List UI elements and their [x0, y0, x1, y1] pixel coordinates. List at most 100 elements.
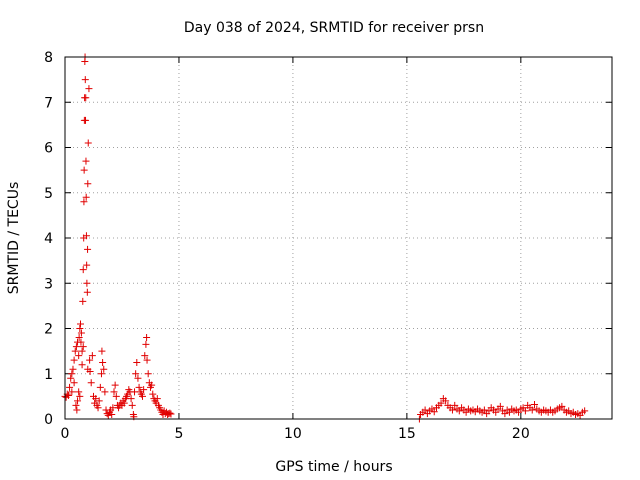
- y-tick-label: 7: [44, 95, 53, 111]
- data-point: [82, 116, 90, 124]
- data-point: [144, 370, 152, 378]
- x-tick-label: 0: [61, 426, 70, 442]
- data-point: [79, 297, 87, 305]
- data-point: [143, 334, 151, 342]
- data-point: [451, 401, 459, 409]
- data-point: [133, 358, 141, 366]
- data-point: [95, 397, 103, 405]
- data-point: [82, 193, 90, 201]
- x-tick-label: 10: [284, 426, 302, 442]
- data-point: [84, 180, 92, 188]
- data-point: [99, 358, 107, 366]
- data-point: [100, 365, 108, 373]
- data-point: [73, 406, 81, 414]
- data-point: [66, 383, 74, 391]
- data-point: [83, 288, 91, 296]
- data-point: [501, 410, 509, 418]
- data-point: [76, 320, 84, 328]
- data-point: [68, 370, 76, 378]
- data-point: [86, 367, 94, 375]
- chart-title: Day 038 of 2024, SRMTID for receiver prs…: [184, 20, 484, 36]
- data-point: [70, 379, 78, 387]
- data-point: [80, 198, 88, 206]
- data-point: [120, 399, 128, 407]
- y-axis-label: SRMTID / TECUs: [6, 182, 22, 295]
- data-point: [70, 356, 78, 364]
- data-point: [79, 266, 87, 274]
- data-point: [82, 157, 90, 165]
- y-tick-label: 1: [44, 367, 53, 383]
- y-tick-labels: 0 1 2 3 4 5 6 7 8: [44, 50, 53, 428]
- data-point: [84, 139, 92, 147]
- data-point: [166, 409, 174, 417]
- data-point: [480, 406, 488, 414]
- y-tick-label: 0: [44, 412, 53, 428]
- data-point: [98, 347, 106, 355]
- data-point: [448, 406, 456, 414]
- data-point: [83, 279, 91, 287]
- data-point: [79, 343, 87, 351]
- data-point: [149, 390, 157, 398]
- data-point: [77, 329, 85, 337]
- plot-frame: [64, 56, 613, 420]
- data-point: [67, 374, 75, 382]
- data-point: [521, 407, 529, 415]
- data-point: [72, 343, 80, 351]
- data-point: [75, 334, 83, 342]
- data-point: [88, 352, 96, 360]
- data-point: [75, 352, 83, 360]
- data-point: [87, 379, 95, 387]
- data-point: [74, 397, 82, 405]
- data-point: [140, 386, 148, 394]
- data-point: [430, 408, 438, 416]
- data-point: [78, 361, 86, 369]
- data-point: [167, 410, 175, 418]
- y-tick-label: 3: [44, 276, 53, 292]
- data-point: [82, 232, 90, 240]
- data-point: [134, 374, 142, 382]
- data-point: [81, 76, 89, 84]
- data-point: [135, 383, 143, 391]
- data-point: [138, 392, 146, 400]
- data-point: [127, 395, 135, 403]
- data-point: [528, 406, 536, 414]
- data-point: [437, 399, 445, 407]
- data-point: [143, 356, 151, 364]
- data-point: [71, 347, 79, 355]
- data-point: [80, 166, 88, 174]
- data-point: [108, 410, 116, 418]
- data-point: [82, 94, 90, 102]
- data-point: [85, 85, 93, 93]
- y-tick-label: 6: [44, 141, 53, 157]
- data-point: [83, 261, 91, 269]
- y-tick-label: 8: [44, 50, 53, 66]
- data-point: [558, 402, 566, 410]
- data-point: [421, 406, 429, 414]
- data-point: [94, 404, 102, 412]
- x-tick-labels: 0 5 10 15 20: [61, 426, 530, 442]
- data-point: [86, 356, 94, 364]
- data-point: [442, 397, 450, 405]
- data-point: [128, 401, 136, 409]
- data-point: [101, 388, 109, 396]
- data-point: [148, 381, 156, 389]
- data-point: [76, 325, 84, 332]
- data-points: [61, 53, 589, 423]
- data-point: [76, 392, 84, 400]
- data-point: [142, 340, 150, 348]
- data-point: [68, 388, 76, 396]
- y-tick-label: 4: [44, 231, 53, 247]
- y-tick-label: 5: [44, 186, 53, 202]
- data-point: [531, 401, 539, 409]
- data-point: [78, 347, 86, 355]
- data-point: [496, 402, 504, 410]
- data-point: [581, 407, 589, 415]
- data-point: [153, 395, 161, 403]
- x-tick-label: 15: [398, 426, 416, 442]
- data-point: [64, 391, 72, 399]
- data-point: [132, 370, 140, 378]
- data-point: [75, 388, 83, 396]
- data-point: [77, 338, 85, 346]
- data-point: [72, 401, 80, 409]
